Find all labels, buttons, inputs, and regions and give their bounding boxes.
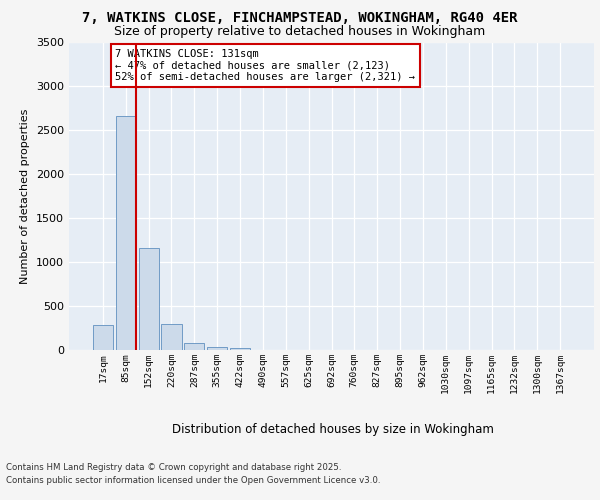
Text: 7 WATKINS CLOSE: 131sqm
← 47% of detached houses are smaller (2,123)
52% of semi: 7 WATKINS CLOSE: 131sqm ← 47% of detache…: [115, 48, 415, 82]
Bar: [230, 348, 250, 350]
Bar: [93, 326, 113, 350]
Bar: [161, 324, 182, 350]
Text: Contains public sector information licensed under the Open Government Licence v3: Contains public sector information licen…: [6, 476, 380, 485]
Bar: [184, 342, 205, 350]
Text: Distribution of detached houses by size in Wokingham: Distribution of detached houses by size …: [172, 422, 494, 436]
Bar: [207, 346, 227, 350]
Y-axis label: Number of detached properties: Number of detached properties: [20, 108, 31, 284]
Bar: [116, 116, 136, 350]
Text: Size of property relative to detached houses in Wokingham: Size of property relative to detached ho…: [115, 25, 485, 38]
Text: 7, WATKINS CLOSE, FINCHAMPSTEAD, WOKINGHAM, RG40 4ER: 7, WATKINS CLOSE, FINCHAMPSTEAD, WOKINGH…: [82, 11, 518, 25]
Text: Contains HM Land Registry data © Crown copyright and database right 2025.: Contains HM Land Registry data © Crown c…: [6, 464, 341, 472]
Bar: [139, 248, 158, 350]
